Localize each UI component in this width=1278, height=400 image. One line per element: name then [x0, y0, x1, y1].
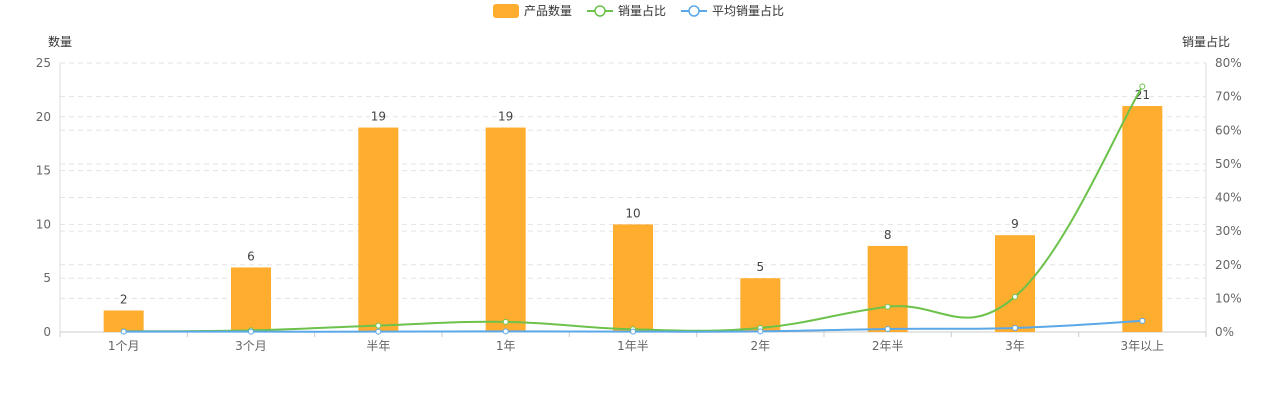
x-category-label: 3年以上 — [1121, 339, 1165, 353]
bar-value-label: 10 — [625, 206, 640, 220]
right-tick-label: 20% — [1215, 258, 1242, 272]
line-point — [120, 328, 127, 335]
x-category-label: 1年 — [496, 339, 516, 353]
right-tick-label: 0% — [1215, 325, 1234, 339]
left-axis-title: 数量 — [48, 34, 72, 49]
bar-value-label: 8 — [884, 228, 892, 242]
bar — [103, 310, 144, 332]
bar — [867, 245, 908, 332]
bar-value-label: 6 — [247, 249, 255, 263]
legend-swatch-marker[interactable] — [594, 5, 606, 17]
line-point — [884, 303, 891, 310]
left-tick-label: 5 — [43, 271, 51, 285]
left-tick-label: 10 — [36, 217, 51, 231]
legend-swatch-marker[interactable] — [688, 5, 700, 17]
line-point — [375, 328, 382, 335]
bar-value-label: 9 — [1011, 217, 1019, 231]
x-category-label: 2年半 — [872, 339, 904, 353]
bar — [740, 278, 781, 332]
right-tick-label: 70% — [1215, 90, 1242, 104]
x-category-label: 3个月 — [235, 339, 267, 353]
bar-value-label: 19 — [371, 110, 386, 124]
legend-item-label[interactable]: 产品数量 — [524, 3, 572, 18]
line-point — [502, 318, 509, 325]
legend-item-label[interactable]: 销量占比 — [618, 3, 666, 18]
line-point — [375, 322, 382, 329]
bar-value-label: 2 — [120, 292, 128, 306]
line-point — [1012, 324, 1018, 331]
right-tick-label: 40% — [1215, 191, 1242, 205]
right-tick-label: 60% — [1215, 123, 1242, 137]
left-tick-label: 0 — [43, 325, 51, 339]
left-tick-label: 15 — [36, 164, 51, 178]
bar-value-label: 5 — [757, 260, 765, 274]
line-point — [630, 328, 636, 335]
lines-series — [120, 83, 1146, 335]
bar-value-label: 19 — [498, 110, 513, 124]
line-point — [248, 328, 254, 335]
left-tick-label: 25 — [36, 56, 51, 70]
bar — [485, 127, 526, 332]
right-tick-label: 10% — [1215, 291, 1242, 305]
x-category-label: 1个月 — [108, 339, 140, 353]
x-category-label: 半年 — [366, 339, 390, 353]
line-point — [884, 325, 891, 332]
line-point — [1139, 317, 1146, 324]
line-point — [502, 328, 509, 335]
line-point — [1139, 83, 1146, 90]
legend: 产品数量 销量占比 平均销量占比 — [493, 3, 784, 18]
x-category-label: 1年半 — [617, 339, 649, 353]
legend-item-label[interactable]: 平均销量占比 — [712, 3, 784, 18]
bar — [231, 267, 271, 332]
line-point — [757, 328, 764, 335]
legend-swatch-bar[interactable] — [493, 4, 519, 18]
right-tick-label: 30% — [1215, 224, 1242, 238]
bar — [358, 127, 399, 332]
right-tick-label: 50% — [1215, 157, 1242, 171]
left-tick-label: 20 — [36, 110, 51, 124]
line-sales-share — [123, 86, 1144, 333]
line-point — [1012, 293, 1018, 300]
right-axis-title: 销量占比 — [1182, 34, 1230, 49]
x-category-label: 3年 — [1005, 339, 1025, 353]
x-category-label: 2年 — [751, 339, 771, 353]
bar — [613, 224, 653, 332]
right-tick-label: 80% — [1215, 56, 1242, 70]
bar — [1122, 106, 1163, 332]
